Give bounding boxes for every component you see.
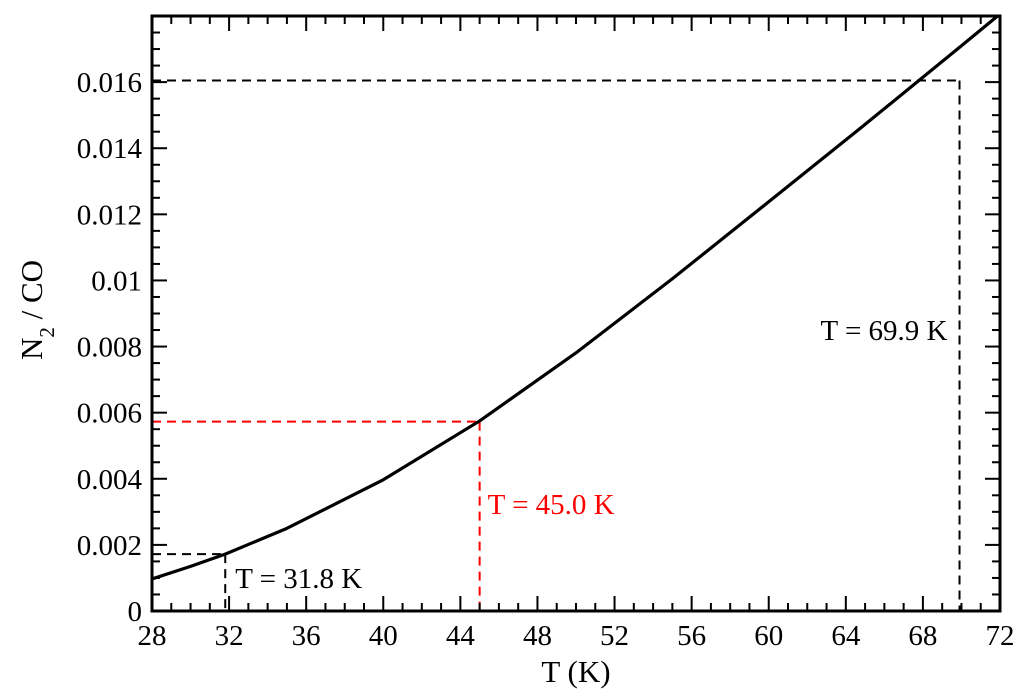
plot-frame [150, 14, 1002, 613]
annotation-label-2: T = 45.0 K [488, 489, 615, 521]
y-tick-label: 0 [128, 596, 143, 628]
x-tick-label: 72 [986, 620, 1015, 652]
x-tick-label: 56 [677, 620, 706, 652]
x-tick-label: 64 [831, 620, 861, 652]
y-tick-label: 0.012 [77, 199, 142, 231]
y-tick-label: 0.006 [77, 398, 142, 430]
x-tick-label: 60 [754, 620, 783, 652]
y-axis-title-subscript: 2 [35, 327, 59, 338]
x-tick-label: 36 [292, 620, 321, 652]
x-tick-label: 52 [600, 620, 629, 652]
y-tick-label: 0.008 [77, 332, 142, 364]
y-axis-title: N2 / CO [14, 260, 59, 360]
x-tick-label: 48 [523, 620, 552, 652]
x-tick-label: 40 [369, 620, 398, 652]
series-line-1 [152, 16, 1000, 581]
annotation-label-3: T = 69.9 K [821, 315, 948, 347]
x-axis-title: T (K) [541, 654, 610, 689]
y-tick-label: 0.016 [77, 67, 142, 99]
plot-area [152, 16, 1000, 611]
y-tick-label: 0.004 [77, 464, 143, 496]
x-tick-label: 68 [908, 620, 937, 652]
x-tick-label: 28 [138, 620, 167, 652]
x-tick-label: 44 [446, 620, 476, 652]
annotation-label-1: T = 31.8 K [235, 563, 362, 595]
x-tick-label: 32 [215, 620, 244, 652]
y-tick-label: 0.014 [77, 133, 143, 165]
y-axis-title-rest: / CO [14, 260, 49, 327]
y-tick-label: 0.01 [91, 265, 142, 297]
y-axis-title-main: N [14, 338, 49, 360]
y-tick-label: 0.002 [77, 530, 142, 562]
